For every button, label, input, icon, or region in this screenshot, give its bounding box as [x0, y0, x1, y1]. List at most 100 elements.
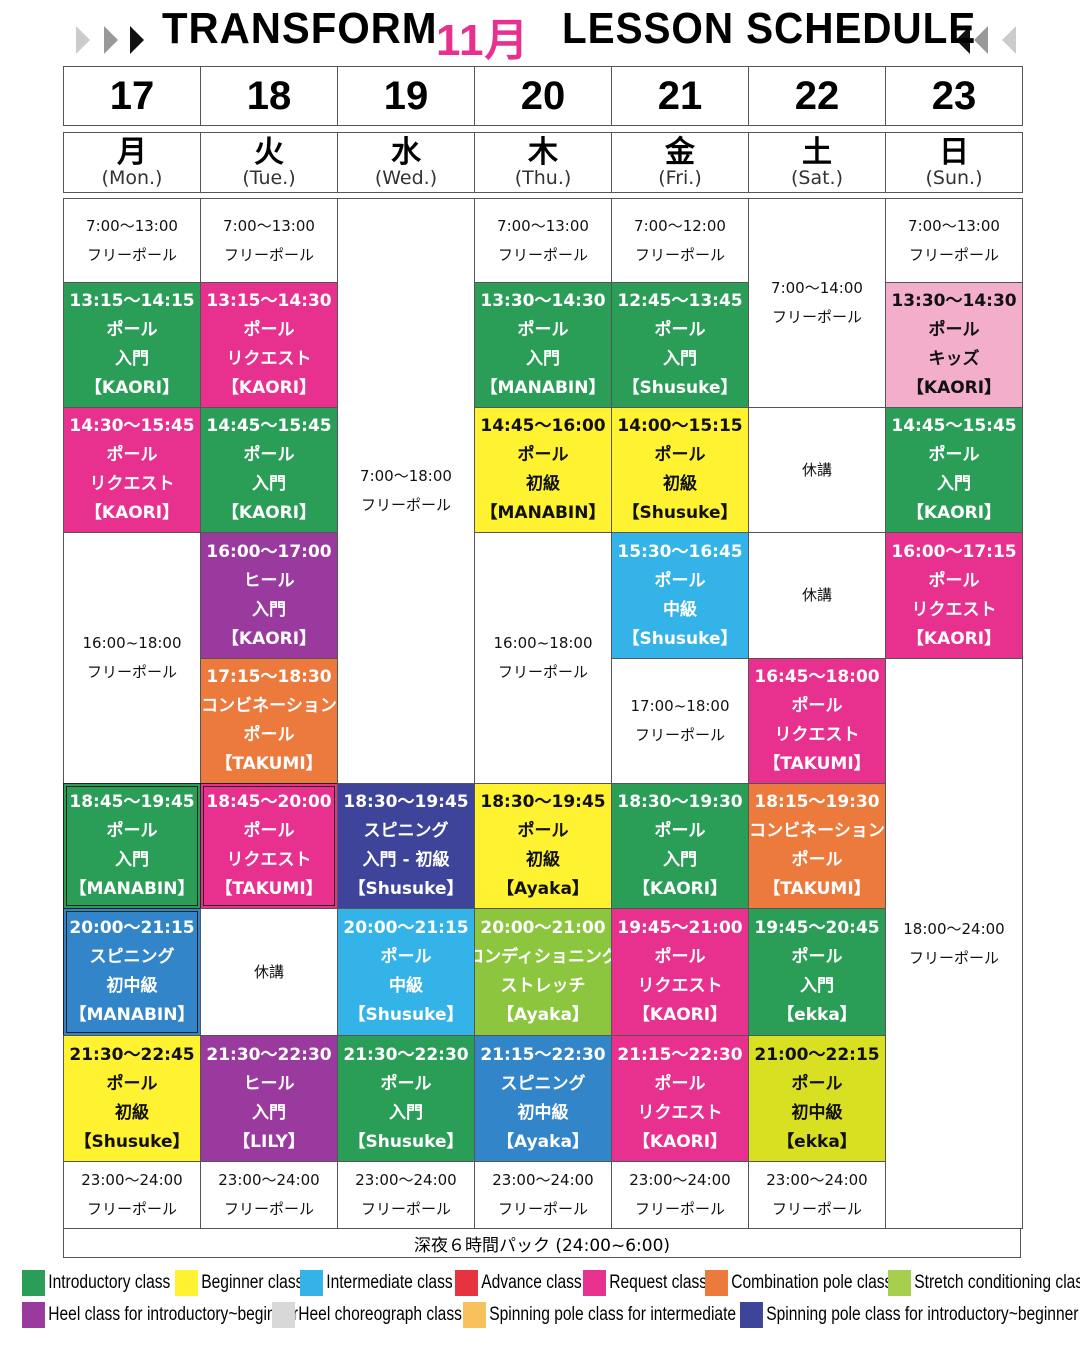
slot-text: 【Shusuke】 — [348, 1131, 464, 1152]
slot-text: フリーポール — [86, 245, 177, 264]
lesson-slot: 13:30〜14:30 ポール キッズ 【KAORI】 — [885, 282, 1023, 408]
legend-label: Heel choreograph class — [298, 1304, 462, 1325]
lesson-slot: 15:30〜16:45 ポール 中級 【Shusuke】 — [611, 532, 749, 659]
slot-text: ポール — [380, 1073, 432, 1094]
date-cell: 23 — [885, 66, 1023, 126]
slot-text: 【MANABIN】 — [480, 503, 606, 523]
day-cell: 木 (Thu.) — [474, 132, 612, 193]
free-slot: 23:00〜24:00 フリーポール — [748, 1161, 886, 1229]
free-slot: 7:00〜13:00 フリーポール — [63, 198, 201, 283]
slot-text: 14:45〜15:45 — [206, 416, 332, 436]
day-name-en: (Thu.) — [514, 166, 572, 189]
slot-text: 【Shusuke】 — [622, 503, 738, 523]
slot-text: 18:45〜19:45 — [69, 792, 195, 812]
day-name: 木 — [528, 134, 558, 170]
slot-text: フリーポール — [223, 245, 314, 264]
legend-item: Heel choreograph class — [272, 1302, 462, 1328]
slot-text: 23:00〜24:00 — [492, 1171, 594, 1189]
legend-swatch — [705, 1270, 728, 1296]
slot-text: 14:00〜15:15 — [617, 416, 743, 436]
day-cell: 土 (Sat.) — [748, 132, 886, 193]
slot-text: 初級 — [663, 474, 697, 494]
free-slot: 17:00~18:00 フリーポール — [611, 658, 749, 784]
slot-text: 初級 — [115, 1102, 149, 1123]
legend-item: Request class — [583, 1270, 707, 1296]
legend-label: Beginner class — [201, 1272, 304, 1293]
day-name: 水 — [391, 134, 421, 170]
slot-text: 【TAKUMI】 — [215, 754, 323, 774]
slot-text: 【Ayaka】 — [497, 879, 589, 899]
slot-text: ストレッチ — [500, 976, 586, 996]
slot-text: 21:30〜22:30 — [206, 1044, 332, 1065]
slot-text: リクエスト — [89, 474, 175, 494]
slot-text: 18:30〜19:45 — [480, 792, 606, 812]
slot-text: フリーポール — [634, 245, 725, 264]
legend-item: Introductory class — [22, 1270, 170, 1296]
slot-text: 18:45〜20:00 — [206, 792, 332, 812]
slot-text: ヒール — [243, 570, 295, 591]
lesson-slot: 18:30〜19:45 スピニング 入門 - 初級 【Shusuke】 — [337, 783, 475, 909]
slot-text: ポール — [654, 821, 706, 841]
lesson-slot: 18:30〜19:45 ポール 初級 【Ayaka】 — [474, 783, 612, 909]
slot-text: ポール — [106, 821, 158, 841]
slot-text: 16:00〜17:00 — [206, 541, 332, 562]
slot-text: 【KAORI】 — [906, 628, 1002, 649]
date-cell: 17 — [63, 66, 201, 126]
slot-text: 【KAORI】 — [632, 879, 728, 899]
slot-text: フリーポール — [908, 245, 999, 264]
slot-text: 【ekka】 — [777, 1005, 857, 1025]
slot-text: ポール — [243, 725, 295, 745]
date-cell: 18 — [200, 66, 338, 126]
slot-text: 19:45〜20:45 — [754, 918, 880, 938]
free-slot: 7:00〜13:00 フリーポール — [474, 198, 612, 283]
legend-swatch — [583, 1270, 606, 1296]
slot-text: ポール — [654, 445, 706, 465]
slot-text: 入門 — [389, 1102, 423, 1123]
slot-text: 休講 — [253, 962, 284, 981]
slot-text: 入門 — [937, 474, 971, 494]
slot-text: 【MANABIN】 — [69, 1005, 195, 1025]
legend-item: Stretch conditioning class — [888, 1270, 1080, 1296]
lesson-slot: 21:30〜22:30 ヒール 入門 【LILY】 — [200, 1035, 338, 1162]
slot-text: 【Shusuke】 — [348, 1005, 464, 1025]
slot-text: ポール — [654, 570, 706, 591]
slot-text: リクエスト — [774, 725, 860, 745]
slot-text: ポール — [654, 1073, 706, 1094]
legend-item: Intermediate class — [300, 1270, 453, 1296]
slot-text: スピニング — [363, 821, 449, 841]
free-slot: 7:00〜13:00 フリーポール — [885, 198, 1023, 283]
slot-text: フリーポール — [634, 1200, 725, 1218]
slot-text: ポール — [791, 850, 843, 870]
slot-text: 7:00〜14:00 — [771, 279, 863, 297]
legend-item: Combination pole class — [705, 1270, 892, 1296]
slot-text: 14:30〜15:45 — [69, 416, 195, 436]
slot-text: コンビネーション — [749, 821, 885, 841]
lesson-slot: 14:30〜15:45 ポール リクエスト 【KAORI】 — [63, 407, 201, 533]
free-slot: 7:00〜12:00 フリーポール — [611, 198, 749, 283]
slot-text: 初中級 — [517, 1102, 569, 1123]
legend-item: Beginner class — [175, 1270, 303, 1296]
slot-text: 入門 — [663, 349, 697, 369]
slot-text: 【Shusuke】 — [74, 1131, 190, 1152]
day-name: 月 — [117, 134, 147, 170]
legend-swatch — [22, 1270, 45, 1296]
date-cell: 19 — [337, 66, 475, 126]
slot-text: 【Shusuke】 — [622, 628, 738, 649]
lesson-slot: 19:45〜20:45 ポール 入門 【ekka】 — [748, 908, 886, 1036]
free-slot: 16:00~18:00 フリーポール — [474, 532, 612, 784]
lesson-slot: 16:45〜18:00 ポール リクエスト 【TAKUMI】 — [748, 658, 886, 784]
legend-swatch — [175, 1270, 198, 1296]
free-slot: 23:00〜24:00 フリーポール — [200, 1161, 338, 1229]
slot-text: 【KAORI】 — [906, 378, 1002, 398]
slot-text: 【TAKUMI】 — [763, 879, 871, 899]
day-name: 土 — [802, 134, 832, 170]
lesson-slot: 18:45〜19:45 ポール 入門 【MANABIN】 — [63, 783, 201, 909]
day-cell: 日 (Sun.) — [885, 132, 1023, 193]
lesson-slot: 13:30〜14:30 ポール 入門 【MANABIN】 — [474, 282, 612, 408]
free-slot: 7:00〜18:00 フリーポール — [337, 198, 475, 784]
schedule-title: LESSON SCHEDULE — [562, 4, 977, 53]
slot-text: 【MANABIN】 — [480, 378, 606, 398]
slot-text: 中級 — [389, 976, 423, 996]
slot-text: ポール — [517, 445, 569, 465]
slot-text: フリーポール — [360, 1200, 451, 1218]
